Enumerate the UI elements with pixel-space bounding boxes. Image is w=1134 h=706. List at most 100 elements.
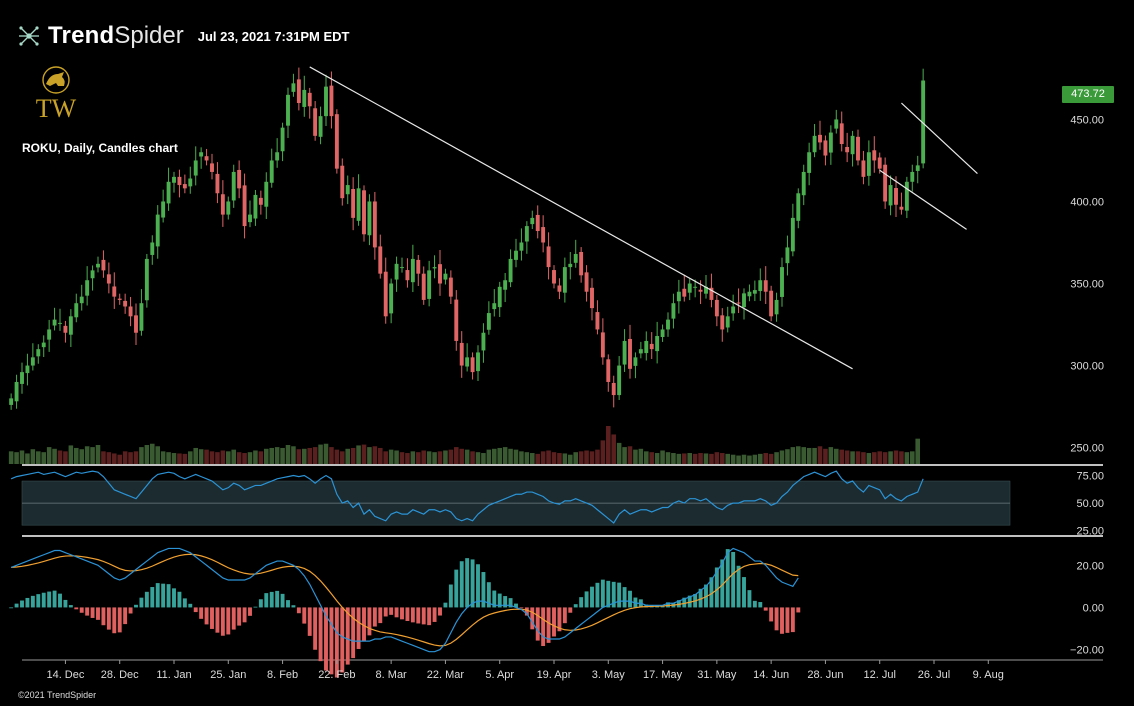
volume-bar	[584, 450, 589, 464]
macd-line	[10, 547, 799, 653]
volume-bar	[19, 450, 25, 464]
macd-histogram-bar	[329, 607, 334, 675]
volume-bar	[622, 447, 627, 464]
volume-bar	[307, 447, 312, 464]
macd-histogram-bar	[682, 597, 687, 608]
candle-body	[204, 156, 209, 161]
candle-body	[910, 171, 915, 182]
volume-bar	[236, 452, 242, 464]
candle-body	[693, 286, 698, 288]
volume-bar	[497, 447, 502, 464]
candle-body	[557, 285, 562, 292]
volume-bar	[676, 453, 682, 464]
volume-bar	[616, 442, 622, 464]
candle-body	[139, 303, 144, 331]
macd-histogram-bar	[324, 607, 328, 671]
macd-histogram-bar	[383, 607, 388, 617]
candle-body	[704, 286, 708, 294]
candle-body	[818, 134, 822, 143]
candle-body	[193, 160, 198, 176]
volume-bar	[519, 451, 524, 464]
candle-body	[324, 86, 328, 117]
macd-histogram-bar	[785, 607, 790, 633]
spider-logo-icon	[19, 26, 39, 46]
candle-body	[372, 201, 377, 248]
volume-bar	[562, 453, 568, 464]
candle-body	[790, 217, 795, 252]
rsi-axis-tick: 25.00	[1076, 526, 1104, 538]
volume-bar	[90, 447, 95, 464]
macd-histogram-bar	[438, 607, 442, 616]
volume-bar	[888, 451, 893, 464]
candle-body	[839, 123, 844, 145]
candle-body	[590, 287, 594, 309]
candle-body	[638, 349, 643, 354]
macd-histogram-bar	[481, 572, 486, 608]
volume-bar	[36, 451, 41, 464]
volume-bar	[448, 449, 454, 464]
macd-histogram-bar	[774, 607, 779, 631]
volume-bar	[785, 449, 790, 464]
candle-body	[362, 190, 366, 235]
volume-bar	[834, 448, 839, 464]
macd-histogram-bar	[410, 607, 415, 623]
candle-body	[106, 274, 111, 284]
macd-histogram-bar	[318, 607, 323, 662]
macd-histogram-bar	[85, 607, 90, 616]
macd-histogram-bar	[606, 580, 611, 608]
candle-body	[117, 298, 122, 300]
macd-histogram-bar	[486, 582, 491, 608]
volume-bar	[779, 450, 785, 464]
macd-axis-tick: 0.00	[1083, 602, 1104, 614]
volume-bar	[63, 451, 68, 464]
candle-body	[497, 286, 502, 308]
rsi-axis-tick: 50.00	[1076, 498, 1104, 510]
macd-histogram-bar	[573, 604, 578, 608]
macd-histogram-bar	[508, 598, 513, 608]
volume-bar	[84, 446, 90, 464]
macd-histogram-bar	[101, 607, 106, 626]
volume-bar	[220, 450, 226, 464]
macd-histogram-bar	[519, 607, 524, 609]
macd-histogram-bar	[590, 586, 594, 608]
volume-bar	[68, 445, 74, 464]
volume-bar	[253, 450, 258, 464]
volume-bar	[258, 451, 264, 464]
macd-histogram-bar	[204, 607, 209, 625]
candle-body	[861, 160, 866, 177]
macd-histogram-bar	[579, 597, 584, 608]
volume-bar	[182, 453, 188, 464]
x-axis-tick: 28. Dec	[101, 669, 139, 681]
macd-histogram-bar	[600, 579, 605, 608]
volume-bar	[285, 445, 291, 464]
x-axis-tick: 17. May	[643, 669, 683, 681]
candle-body	[774, 299, 779, 315]
volume-bar	[160, 451, 166, 464]
volume-bar	[312, 447, 318, 464]
candle-body	[383, 271, 388, 317]
candle-body	[90, 270, 95, 279]
macd-histogram-bar	[443, 602, 448, 608]
candle-body	[720, 315, 725, 330]
candle-body	[845, 146, 850, 153]
volume-bar	[627, 446, 633, 464]
macd-histogram-bar	[562, 607, 567, 624]
candle-body	[785, 247, 790, 264]
volume-bar	[405, 453, 410, 464]
candle-body	[904, 181, 909, 211]
macd-histogram-bar	[731, 551, 736, 608]
candle-body	[220, 194, 225, 215]
volume-bar	[644, 451, 649, 464]
volume-bar	[188, 451, 193, 464]
volume-bar	[454, 447, 459, 464]
volume-bar	[730, 454, 736, 464]
macd-histogram-bar	[535, 607, 540, 641]
volume-bar	[899, 451, 904, 464]
volume-bar	[486, 449, 492, 464]
macd-histogram-bar	[687, 595, 692, 608]
volume-bar	[524, 452, 530, 464]
x-axis-tick: 31. May	[697, 669, 737, 681]
volume-bar	[817, 446, 823, 464]
macd-histogram-bar	[492, 590, 497, 608]
